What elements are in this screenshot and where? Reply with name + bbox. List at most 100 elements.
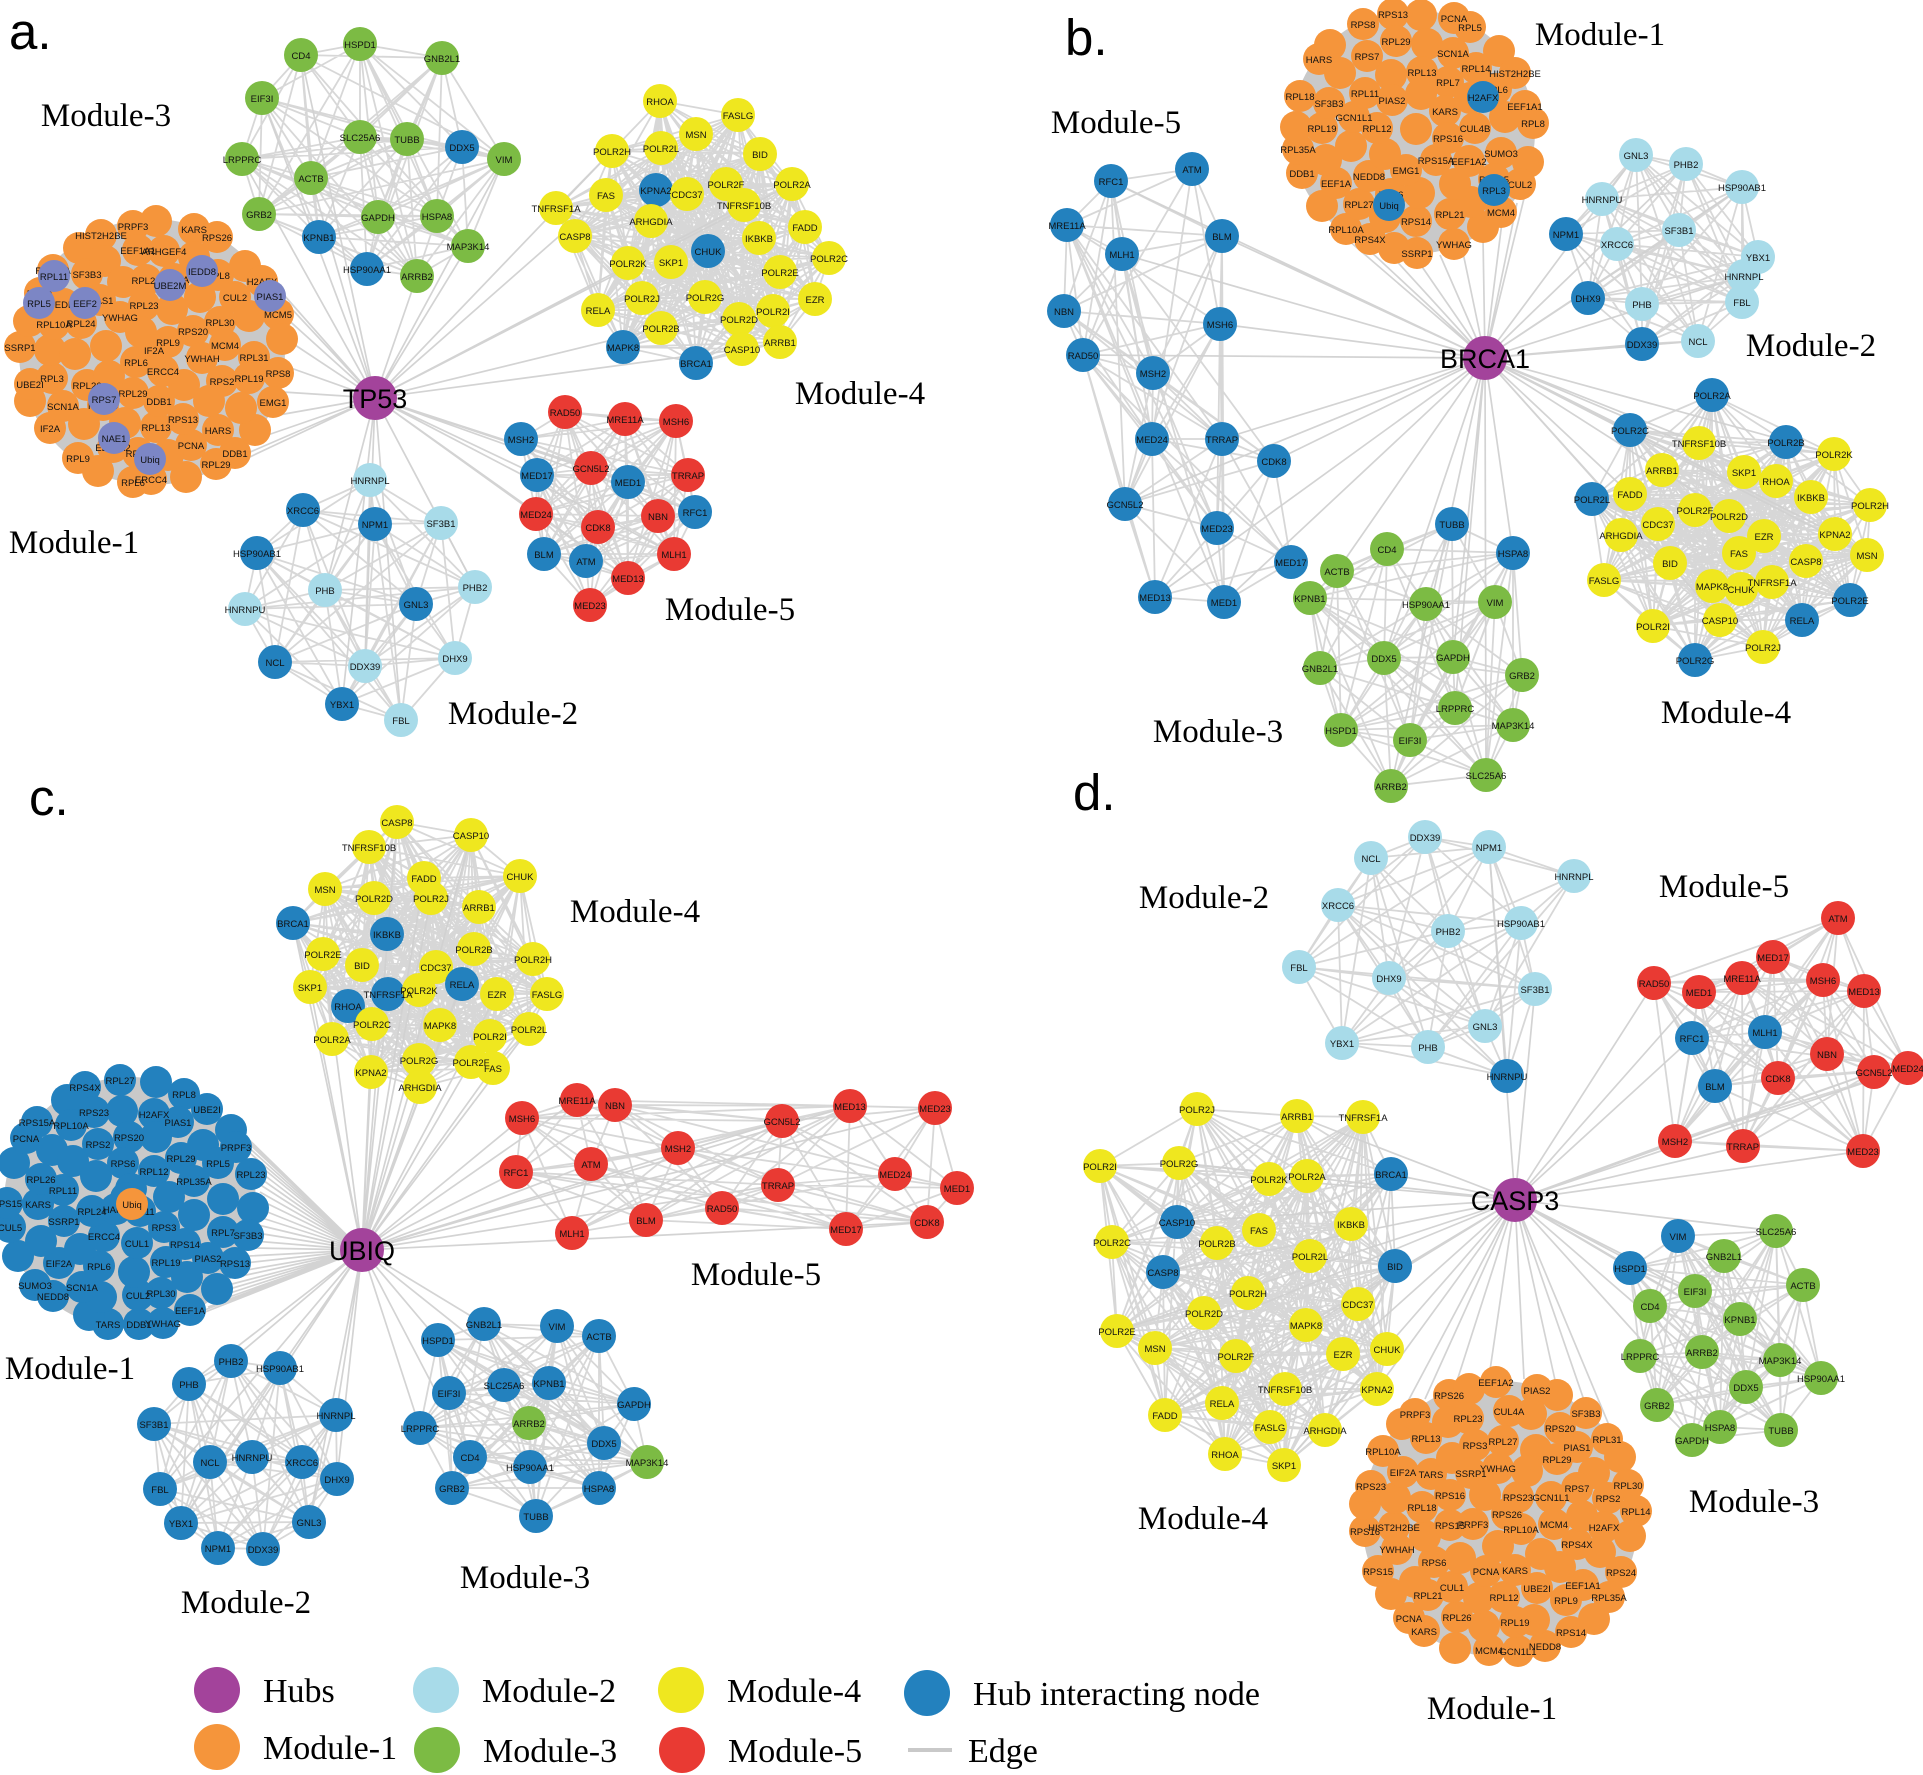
svg-text:SSRP1: SSRP1 (1455, 1469, 1486, 1480)
svg-text:RPS4X: RPS4X (1561, 1540, 1593, 1551)
svg-text:MCM5: MCM5 (264, 310, 292, 321)
svg-text:PHB2: PHB2 (1674, 160, 1699, 171)
svg-text:POLR2L: POLR2L (511, 1025, 547, 1036)
svg-text:CUL2: CUL2 (223, 293, 247, 304)
svg-text:CASP8: CASP8 (381, 818, 412, 829)
svg-text:POLR2D: POLR2D (355, 894, 393, 905)
svg-text:RPS2: RPS2 (86, 1140, 111, 1151)
svg-text:MED23: MED23 (1201, 524, 1233, 535)
svg-text:CASP10: CASP10 (724, 345, 760, 356)
svg-text:IF2A: IF2A (40, 424, 61, 435)
svg-text:RPL10A: RPL10A (53, 1121, 89, 1132)
svg-text:DDX39: DDX39 (350, 662, 381, 673)
svg-text:POLR2I: POLR2I (756, 307, 790, 318)
svg-text:Module-3: Module-3 (41, 98, 171, 134)
svg-text:Module-2: Module-2 (1746, 328, 1876, 364)
svg-text:EIF2A: EIF2A (46, 1259, 73, 1270)
svg-text:RPS2: RPS2 (1596, 1494, 1621, 1505)
svg-text:HARS: HARS (205, 426, 231, 437)
svg-text:SLC25A6: SLC25A6 (1756, 1227, 1797, 1238)
svg-text:POLR2J: POLR2J (413, 894, 449, 905)
svg-text:RPL9: RPL9 (156, 338, 180, 349)
svg-text:MSH6: MSH6 (1207, 320, 1233, 331)
svg-text:RPL13: RPL13 (141, 423, 170, 434)
svg-text:c.: c. (29, 769, 69, 826)
svg-text:POLR2E: POLR2E (761, 268, 799, 279)
svg-text:NBN: NBN (648, 512, 668, 523)
svg-text:MSH6: MSH6 (1810, 976, 1836, 987)
svg-text:MED23: MED23 (919, 1104, 951, 1115)
svg-text:POLR2F: POLR2F (453, 1058, 490, 1069)
svg-text:RPS14: RPS14 (1401, 217, 1431, 228)
svg-text:SSRP1: SSRP1 (1401, 249, 1432, 260)
svg-text:MAP3K14: MAP3K14 (1492, 721, 1535, 732)
svg-text:ERCC4: ERCC4 (88, 1232, 120, 1243)
svg-text:TNFRSF10B: TNFRSF10B (1258, 1385, 1312, 1396)
svg-text:PIAS2: PIAS2 (1524, 1386, 1551, 1397)
svg-text:HARS: HARS (103, 1205, 129, 1216)
svg-text:POLR2J: POLR2J (624, 294, 660, 305)
svg-text:HSP90AB1: HSP90AB1 (1718, 183, 1766, 194)
svg-text:ARHGEF4: ARHGEF4 (142, 247, 187, 258)
svg-text:RPS20: RPS20 (1545, 1424, 1575, 1435)
svg-text:RPL6: RPL6 (87, 1262, 111, 1273)
svg-text:RAD50: RAD50 (550, 408, 581, 419)
svg-text:a.: a. (9, 3, 52, 60)
svg-text:SF3B3: SF3B3 (1314, 99, 1343, 110)
svg-text:RPS8: RPS8 (1351, 20, 1376, 31)
svg-text:RPL9: RPL9 (66, 454, 90, 465)
svg-text:EIF3I: EIF3I (1684, 1287, 1707, 1298)
svg-text:BRCA1: BRCA1 (1375, 1170, 1407, 1181)
svg-text:RHOA: RHOA (646, 97, 674, 108)
svg-text:Module-4: Module-4 (727, 1673, 861, 1710)
svg-text:Module-5: Module-5 (1051, 105, 1181, 141)
svg-text:FBL: FBL (151, 1485, 168, 1496)
svg-text:POLR2H: POLR2H (1229, 1289, 1267, 1300)
svg-text:NCL: NCL (200, 1458, 219, 1469)
svg-text:DDX39: DDX39 (1410, 833, 1441, 844)
svg-text:RPL8: RPL8 (172, 1090, 196, 1101)
svg-text:IKBKB: IKBKB (1797, 493, 1825, 504)
svg-text:RPS14: RPS14 (1556, 1628, 1586, 1639)
svg-text:RPS15: RPS15 (0, 1199, 22, 1210)
svg-text:POLR2H: POLR2H (1851, 501, 1889, 512)
svg-text:Hub interacting node: Hub interacting node (973, 1676, 1260, 1713)
svg-text:RPL12: RPL12 (1489, 1593, 1518, 1604)
svg-text:Edge: Edge (968, 1733, 1038, 1770)
svg-text:CASP10: CASP10 (1159, 1218, 1195, 1229)
svg-text:MED24: MED24 (1136, 435, 1168, 446)
svg-text:KPNB1: KPNB1 (533, 1379, 564, 1390)
svg-text:TNFRSF1A: TNFRSF1A (1338, 1113, 1388, 1124)
svg-text:EIF2A: EIF2A (1390, 1468, 1417, 1479)
svg-text:POLR2D: POLR2D (1710, 512, 1748, 523)
svg-text:CHUK: CHUK (507, 872, 535, 883)
svg-text:HNRNPL: HNRNPL (1724, 272, 1763, 283)
svg-text:MAP3K14: MAP3K14 (626, 1458, 669, 1469)
svg-text:RPL14: RPL14 (1621, 1507, 1650, 1518)
svg-text:RPL11: RPL11 (49, 1186, 77, 1197)
svg-text:MED17: MED17 (1275, 558, 1307, 569)
svg-text:PCNA: PCNA (178, 441, 205, 452)
svg-text:PHB: PHB (1418, 1043, 1438, 1054)
svg-text:RPL14: RPL14 (1461, 64, 1490, 75)
svg-text:RAD50: RAD50 (1068, 351, 1099, 362)
svg-text:DHX9: DHX9 (324, 1475, 349, 1486)
svg-text:TUBB: TUBB (394, 135, 419, 146)
svg-text:MAPK8: MAPK8 (1290, 1321, 1322, 1332)
svg-text:TUBB: TUBB (1439, 520, 1464, 531)
svg-text:RPL26: RPL26 (72, 381, 101, 392)
svg-text:RPS6: RPS6 (1422, 1558, 1447, 1569)
svg-text:UBE2I: UBE2I (193, 1105, 220, 1116)
svg-text:KPNB1: KPNB1 (303, 233, 334, 244)
svg-text:EZR: EZR (806, 295, 825, 306)
svg-text:POLR2I: POLR2I (473, 1032, 507, 1043)
svg-text:FBL: FBL (1733, 298, 1750, 309)
svg-text:H2AFX: H2AFX (1589, 1523, 1620, 1534)
svg-text:MED23: MED23 (1847, 1147, 1879, 1158)
svg-text:RPL5: RPL5 (206, 1159, 230, 1170)
svg-text:DDX5: DDX5 (591, 1439, 616, 1450)
svg-text:CUL2: CUL2 (126, 1291, 150, 1302)
svg-text:RPL23: RPL23 (236, 1170, 265, 1181)
svg-text:POLR2L: POLR2L (1574, 495, 1610, 506)
svg-text:SLC25A6: SLC25A6 (484, 1381, 525, 1392)
